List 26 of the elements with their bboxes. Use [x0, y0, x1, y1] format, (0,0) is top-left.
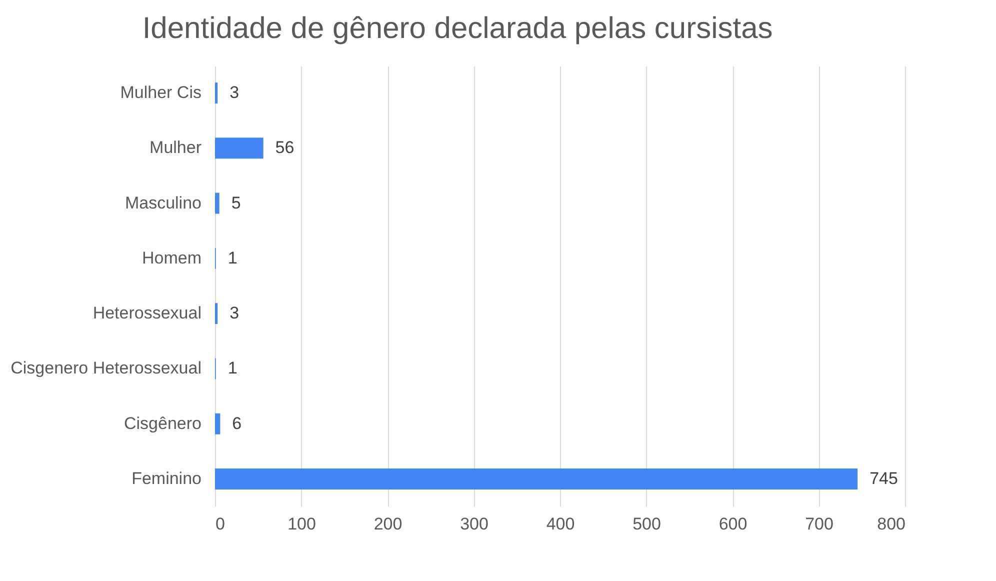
y-tick-label: Cisgenero Heterossexual — [10, 358, 202, 378]
x-tick-label: 300 — [460, 514, 488, 534]
data-label: 6 — [232, 414, 242, 433]
y-tick-label: Cisgênero — [124, 414, 202, 433]
y-tick-label: Homem — [142, 248, 202, 268]
y-tick-label: Heterossexual — [92, 304, 202, 323]
data-label: 3 — [230, 83, 240, 102]
data-label: 3 — [230, 304, 240, 323]
y-tick-label: Masculino — [124, 193, 202, 212]
y-tick-label: Feminino — [132, 468, 202, 488]
x-tick-label: 400 — [546, 514, 575, 534]
x-tick-label: 500 — [632, 514, 661, 534]
x-tick-label: 600 — [718, 514, 748, 534]
x-tick-label: 800 — [877, 514, 906, 534]
y-tick-label: Mulher Cis — [120, 83, 202, 102]
data-label: 1 — [228, 248, 238, 268]
x-tick-label: 100 — [288, 514, 316, 534]
chart-title: Identidade de gênero declarada pelas cursistas — [142, 12, 773, 45]
data-label: 745 — [870, 468, 898, 488]
y-tick-label: Mulher — [150, 138, 202, 158]
data-label: 56 — [275, 138, 294, 158]
x-tick-label: 0 — [216, 514, 225, 534]
x-tick-label: 200 — [374, 514, 402, 534]
x-tick-label: 700 — [805, 514, 834, 534]
data-label: 5 — [231, 193, 241, 212]
data-label: 1 — [228, 358, 238, 378]
